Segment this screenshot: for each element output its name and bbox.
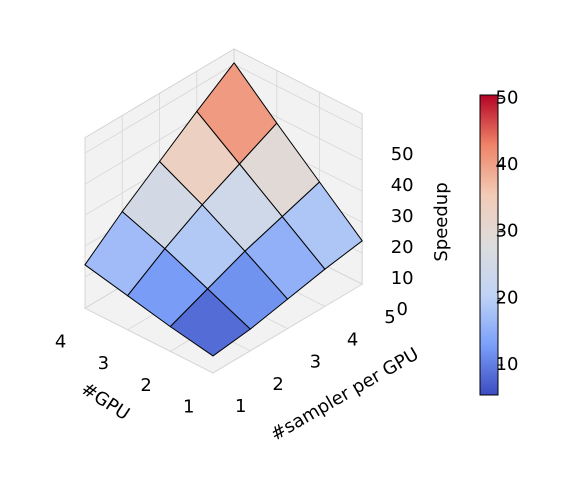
y-tick-label: 1 [235,396,246,417]
z-tick-label: 40 [391,175,414,196]
x-axis-label: #GPU [77,378,133,425]
x-tick-label: 1 [183,396,194,417]
z-tick-label: 50 [391,144,414,165]
y-axis-label: #sampler per GPU [267,344,422,446]
z-tick-label: 30 [391,206,414,227]
grid-line [233,64,363,130]
y-tick-label: 2 [272,374,283,395]
x-tick-label: 3 [98,353,109,374]
y-tick-label: 5 [384,307,395,328]
y-tick-label: 4 [347,329,358,350]
colorbar-tick-label: 20 [496,287,519,308]
colorbar [479,94,499,396]
x-tick-label: 4 [55,332,66,353]
colorbar-tick-label: 30 [496,221,519,242]
grid-line [84,64,235,154]
z-tick-label: 20 [391,237,414,258]
z-tick-label: 10 [391,268,414,289]
surface-cell [169,288,251,357]
colorbar-tick-label: 40 [496,154,519,175]
z-axis-label: Speedup [431,182,452,261]
grid-line [84,307,214,374]
z-tick-label: 0 [396,299,407,320]
colorbar-tick-label: 50 [496,87,519,108]
y-tick-label: 3 [310,352,321,373]
x-tick-label: 2 [140,375,151,396]
colorbar-tick-label: 10 [496,354,519,375]
